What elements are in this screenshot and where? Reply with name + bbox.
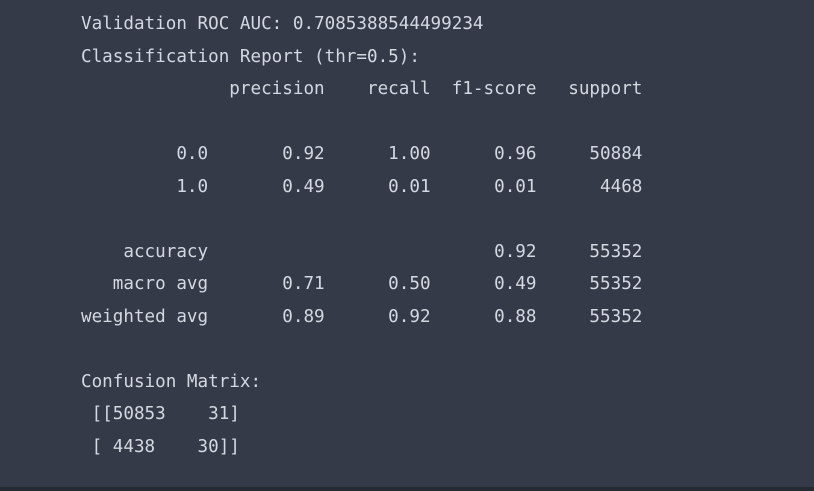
report-title: Classification Report (thr=0.5): bbox=[81, 46, 420, 67]
text-output: Validation ROC AUC: 0.7085388544499234 Cl… bbox=[81, 8, 642, 463]
confusion-matrix-title: Confusion Matrix: bbox=[81, 371, 262, 392]
report-row-class-0: 0.0 0.92 1.00 0.96 50884 bbox=[81, 144, 643, 164]
report-header-row: precision recall f1-score support bbox=[81, 79, 643, 99]
report-row-weighted-avg: weighted avg 0.89 0.92 0.88 55352 bbox=[81, 306, 643, 327]
roc-auc-line: Validation ROC AUC: 0.7085388544499234 bbox=[81, 14, 484, 34]
blank-line bbox=[81, 106, 642, 139]
confusion-matrix-row: [ 4438 30]] bbox=[81, 436, 240, 457]
blank-line bbox=[81, 203, 642, 236]
report-row-class-1: 1.0 0.49 0.01 0.01 4468 bbox=[81, 176, 643, 197]
report-row-accuracy: accuracy 0.92 55352 bbox=[81, 241, 643, 262]
report-row-macro-avg: macro avg 0.71 0.50 0.49 55352 bbox=[81, 274, 643, 294]
confusion-matrix-row: [[50853 31] bbox=[81, 404, 240, 424]
blank-line bbox=[81, 333, 642, 366]
